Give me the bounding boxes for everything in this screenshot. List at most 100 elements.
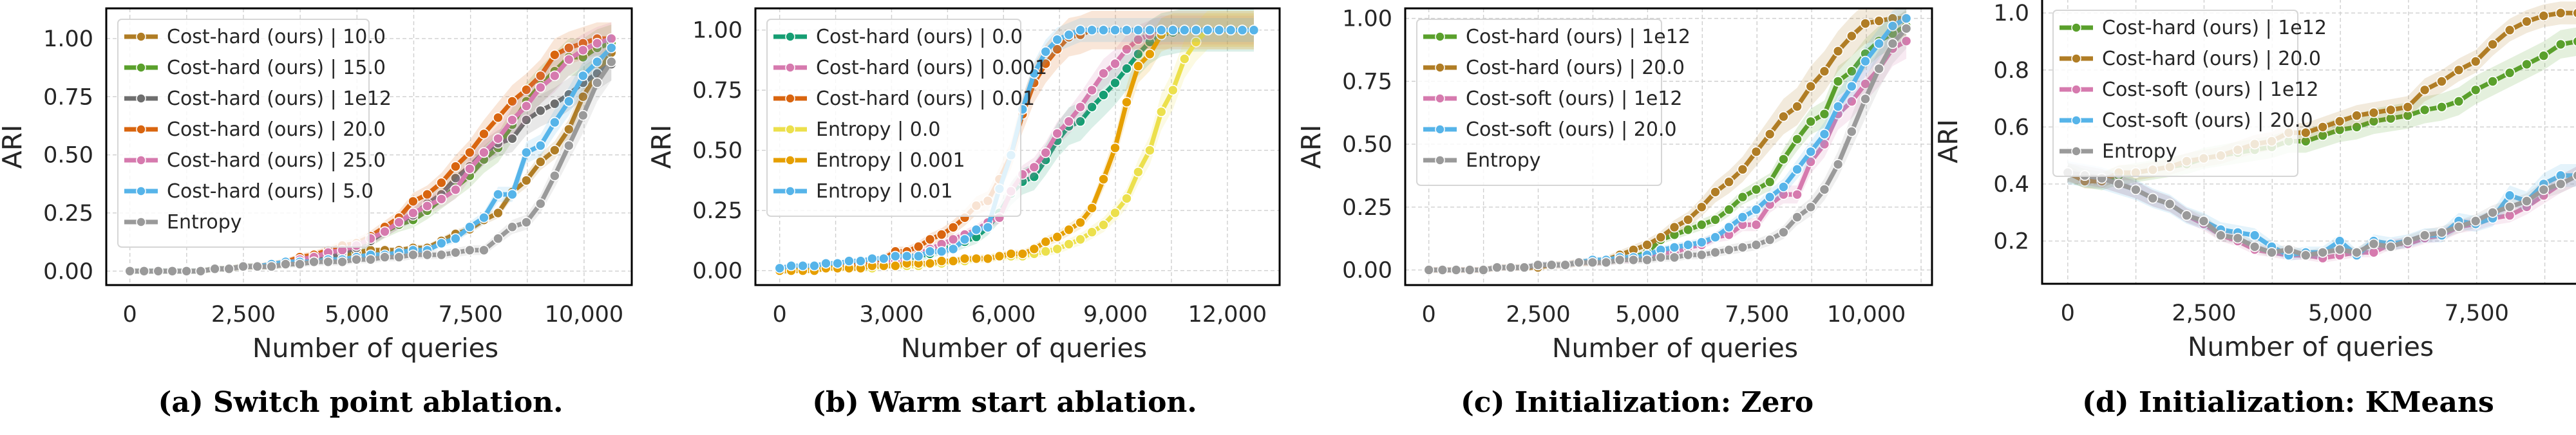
data-point bbox=[1628, 254, 1639, 266]
data-point bbox=[535, 140, 546, 151]
data-point bbox=[1075, 217, 1086, 228]
data-point bbox=[1642, 239, 1653, 250]
data-point bbox=[1144, 24, 1155, 36]
confidence-band bbox=[1428, 8, 1907, 273]
data-point bbox=[1017, 248, 1028, 259]
data-point bbox=[2147, 192, 2159, 204]
subplot-b: 0 3,000 6,000 9,000 12,000 0.00 0.25 0.50 0.75 1.… bbox=[646, 7, 1281, 364]
x-tick-label: 0 bbox=[1422, 302, 1436, 328]
data-point bbox=[535, 198, 546, 209]
data-point bbox=[436, 249, 447, 261]
data-point bbox=[464, 163, 475, 174]
x-tick-label: 7,500 bbox=[1725, 302, 1789, 328]
confidence-band bbox=[2067, 161, 2576, 261]
data-point bbox=[520, 147, 532, 158]
data-point bbox=[2436, 102, 2447, 113]
data-point bbox=[1642, 254, 1653, 266]
legend-marker-icon bbox=[136, 93, 146, 104]
data-point bbox=[252, 261, 263, 272]
data-point bbox=[2113, 178, 2125, 190]
data-point bbox=[1900, 35, 1912, 47]
data-point bbox=[1723, 244, 1734, 255]
legend-item: Cost-hard (ours) | 10.0 bbox=[124, 26, 386, 48]
legend-box bbox=[117, 19, 370, 248]
data-point bbox=[2555, 39, 2566, 50]
data-point bbox=[450, 233, 461, 245]
data-point bbox=[1144, 48, 1155, 60]
data-point bbox=[844, 255, 855, 266]
data-point bbox=[422, 249, 433, 261]
axes-frame bbox=[754, 7, 1281, 286]
data-point bbox=[1887, 21, 1899, 32]
data-point bbox=[577, 109, 589, 121]
data-point bbox=[1121, 44, 1132, 55]
data-point bbox=[493, 112, 504, 124]
legend-marker-icon bbox=[2071, 23, 2081, 33]
data-point bbox=[605, 56, 617, 68]
data-point bbox=[124, 265, 135, 277]
data-point bbox=[1492, 262, 1502, 273]
x-tick-label: 6,000 bbox=[971, 302, 1036, 328]
data-point bbox=[2351, 110, 2362, 121]
data-point bbox=[936, 246, 947, 257]
data-point bbox=[1682, 239, 1694, 250]
y-tick-label: 0.00 bbox=[43, 259, 93, 284]
data-point bbox=[1052, 34, 1063, 45]
x-tick-label: 7,500 bbox=[2445, 301, 2509, 326]
data-point bbox=[1737, 212, 1748, 223]
legend-item: Cost-hard (ours) | 5.0 bbox=[124, 180, 374, 203]
legend: Cost-hard (ours) | 1e12 Cost-hard (ours) … bbox=[2052, 10, 2327, 177]
data-point bbox=[2453, 221, 2465, 232]
x-tick-label: 5,000 bbox=[2308, 301, 2372, 326]
data-point bbox=[1086, 84, 1097, 96]
data-point bbox=[959, 253, 971, 264]
legend-item: Cost-hard (ours) | 25.0 bbox=[124, 149, 386, 172]
data-point bbox=[1723, 221, 1734, 233]
data-point bbox=[478, 245, 489, 256]
data-point bbox=[1819, 66, 1830, 77]
data-point bbox=[1144, 145, 1155, 156]
data-point bbox=[2504, 24, 2515, 36]
data-point bbox=[1750, 146, 1762, 158]
data-point bbox=[577, 91, 589, 102]
y-tick-label: 0.2 bbox=[1993, 229, 2029, 255]
data-point bbox=[1075, 234, 1086, 245]
data-point bbox=[450, 247, 461, 258]
data-point bbox=[1098, 89, 1109, 100]
confidence-band bbox=[129, 22, 612, 274]
legend-box bbox=[2052, 10, 2298, 177]
data-point bbox=[1121, 193, 1132, 204]
y-tick-label: 0.50 bbox=[1342, 132, 1392, 158]
data-point bbox=[1792, 134, 1803, 145]
data-point bbox=[2470, 84, 2481, 96]
data-point bbox=[2538, 50, 2550, 61]
data-point bbox=[1098, 68, 1109, 79]
data-point bbox=[436, 177, 447, 189]
caption-b: (b) Warm start ablation. bbox=[812, 386, 1197, 419]
legend-marker-icon bbox=[136, 186, 146, 196]
y-tick-label: 0.50 bbox=[43, 143, 93, 169]
data-point bbox=[2402, 102, 2413, 113]
data-point bbox=[2249, 230, 2260, 241]
data-point bbox=[1696, 249, 1707, 261]
data-point bbox=[2385, 104, 2396, 116]
y-tick-label: 0.50 bbox=[692, 138, 743, 164]
data-point bbox=[351, 254, 362, 265]
data-point bbox=[1168, 84, 1179, 96]
legend-item: Entropy bbox=[1423, 149, 1541, 172]
data-point bbox=[1655, 232, 1667, 243]
data-point bbox=[2215, 230, 2226, 241]
data-point bbox=[577, 70, 589, 82]
data-point bbox=[1669, 221, 1680, 233]
subplot-a: 0 2,500 5,000 7,500 10,000 0.00 0.25 0.50 0.75 1.… bbox=[0, 7, 633, 364]
legend-item: Entropy bbox=[124, 211, 242, 234]
data-point bbox=[1900, 23, 1912, 34]
data-point bbox=[1655, 252, 1667, 263]
data-point bbox=[809, 260, 820, 272]
legend-item: Entropy bbox=[2060, 140, 2177, 163]
data-point bbox=[1764, 234, 1776, 245]
data-point bbox=[1519, 262, 1530, 273]
data-point bbox=[1052, 128, 1063, 139]
data-point bbox=[1750, 219, 1762, 230]
data-point bbox=[1887, 38, 1899, 49]
